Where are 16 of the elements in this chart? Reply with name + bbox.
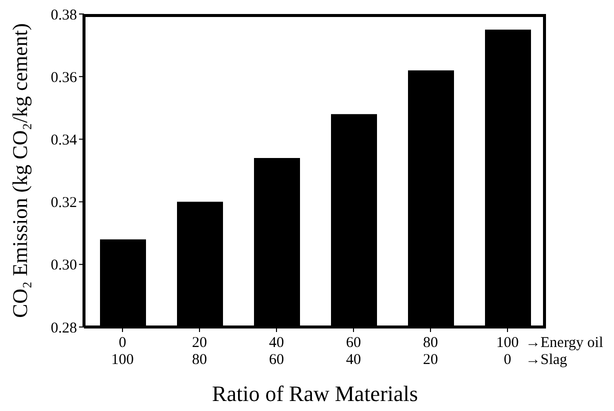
y-tick-label: 0.38 — [50, 7, 77, 24]
y-tick-label: 0.36 — [50, 70, 78, 86]
y-tick-label: 0.28 — [50, 320, 77, 336]
text: →Energy oil — [526, 335, 604, 351]
x-tick-label: 20 80 — [192, 335, 207, 368]
x-tick-label: 100 0 — [496, 335, 519, 368]
x-tick-label: 40 60 — [269, 335, 284, 368]
y-axis-title: CO₂ Emission (kg CO₂/kg cement) — [8, 23, 32, 318]
x-tick-label: 0 100 — [111, 335, 134, 368]
y-tick-label: 0.34 — [50, 132, 78, 149]
y-tick-label: 0.32 — [50, 195, 77, 212]
y-tick-label: 0.30 — [50, 258, 77, 274]
x-tick-label: 60 40 — [346, 335, 361, 368]
text: →Slag — [526, 352, 568, 368]
x-tick-label: 80 20 — [423, 335, 438, 368]
x-axis-title: Ratio of Raw Materials — [212, 381, 418, 406]
